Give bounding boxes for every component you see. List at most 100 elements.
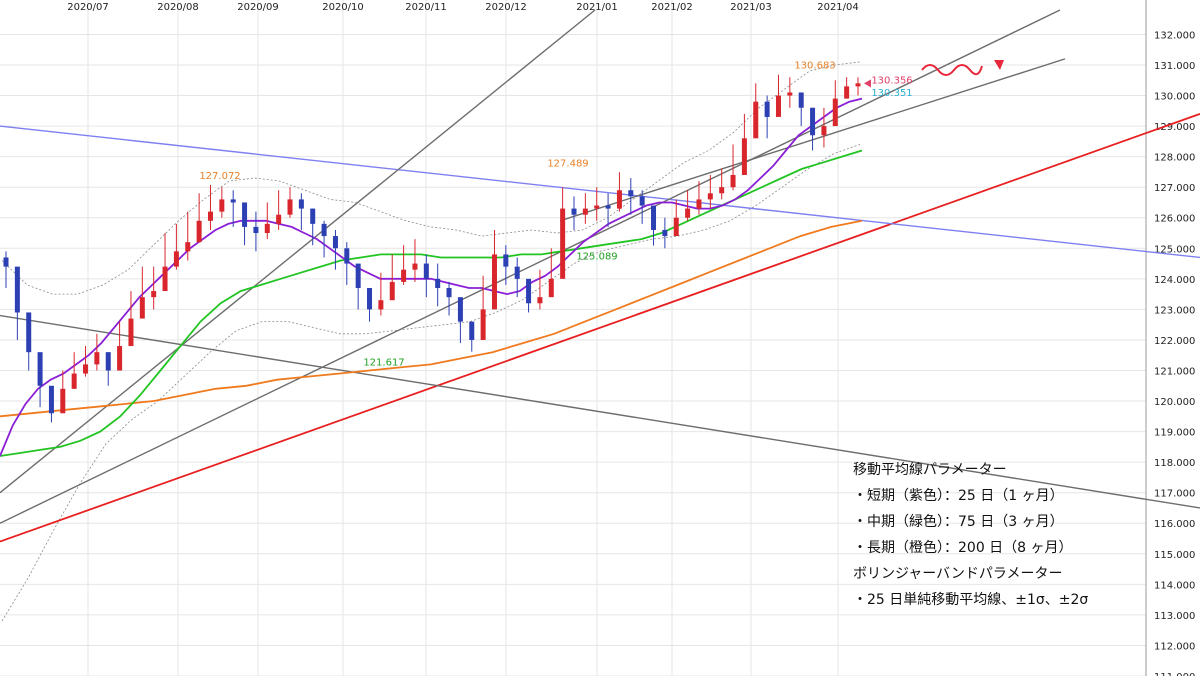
candle-body [457,297,463,322]
y-tick-label: 112.000 [1154,641,1195,652]
sma200-line [0,219,863,418]
legend-bb-heading: ボリンジャーバンドパラメーター [853,566,1063,582]
candle-body [798,92,804,108]
candle-body [48,385,54,414]
y-tick-label: 132.000 [1154,30,1195,41]
candle-body [117,346,123,371]
price-annotation: 130.351 [871,88,912,99]
y-tick-label: 127.000 [1154,183,1195,194]
candle-body [741,138,747,175]
x-tick-label: 2020/09 [237,2,279,13]
price-annotation: 130.356 [871,76,912,87]
candle-body [787,92,793,96]
candle-body [355,263,361,289]
x-tick-label: 2020/12 [485,2,527,13]
candle-body [696,199,702,209]
candle-body [185,242,191,252]
candle-body [230,199,236,203]
candle-body [673,217,679,237]
x-tick-label: 2021/02 [651,2,693,13]
candle-body [287,199,293,215]
candle-body [753,101,759,139]
price-annotation: 127.072 [199,171,240,182]
candle-body [298,199,304,209]
x-tick-label: 2020/10 [322,2,364,13]
candle-body [491,254,497,310]
y-tick-label: 131.000 [1154,61,1195,72]
candle-body [173,251,179,267]
candle-body [469,321,475,340]
candle-body [105,352,111,371]
candle-body [401,269,407,282]
candle-body [37,352,43,386]
candle-body [810,107,816,136]
candle-body [3,257,9,267]
candle-body [832,98,838,127]
forecast-arrowhead [994,60,1004,71]
candle-body [423,263,429,279]
candle-body [707,193,713,200]
legend-ma-short: ・短期（紫色）：25 日（1 ヶ月） [853,488,1064,504]
y-tick-label: 124.000 [1154,275,1195,286]
candle-body [435,278,441,289]
y-tick-label: 120.000 [1154,397,1195,408]
x-tick-label: 2020/08 [157,2,199,13]
candle-body [446,288,452,298]
candle-body [628,190,634,197]
candle-body [605,205,611,209]
candle-body [14,266,20,313]
y-tick-label: 113.000 [1154,611,1195,622]
y-tick-label: 116.000 [1154,519,1195,530]
candle-body [94,352,100,365]
y-tick-label: 123.000 [1154,305,1195,316]
candle-body [719,187,725,194]
candle-body [151,291,157,298]
candle-body [139,297,145,319]
trendline-blue [0,125,1200,259]
y-tick-label: 118.000 [1154,458,1195,469]
candle-body [162,266,168,292]
legend-bb-params: ・25 日単純移動平均線、±1σ、±2σ [853,592,1089,608]
candle-body [60,388,66,414]
legend-ma-long: ・長期（橙色）：200 日（8 ヶ月） [853,540,1073,556]
y-tick-label: 111.000 [1154,672,1195,676]
candle-body [253,226,259,234]
x-tick-label: 2020/11 [405,2,447,13]
candle-body [730,174,736,188]
candle-body [514,266,520,279]
candle-body [571,208,577,215]
candle-body [582,208,588,215]
candle-body [196,220,202,243]
y-tick-label: 125.000 [1154,244,1195,255]
y-tick-label: 117.000 [1154,489,1195,500]
x-tick-label: 2021/01 [576,2,618,13]
x-tick-label: 2020/07 [67,2,109,13]
candle-body [242,202,248,227]
price-annotation: 130.683 [794,61,835,72]
trendline-gray-up-lower [0,9,1061,524]
x-tick-label: 2021/04 [817,2,859,13]
candle-body [310,208,316,224]
candle-body [844,86,850,99]
candle-body [389,281,395,301]
bollinger-lower-band [1,144,861,622]
y-tick-label: 115.000 [1154,550,1195,561]
candle-body [662,229,668,237]
y-tick-label: 119.000 [1154,428,1195,439]
candle-body [207,211,213,221]
forecast-arrow [921,64,983,77]
candle-body [332,236,338,249]
current-price-marker [864,79,871,88]
candle-body [26,312,32,353]
candle-body [480,309,486,340]
candle-body [651,205,657,230]
y-tick-label: 126.000 [1154,214,1195,225]
y-tick-label: 128.000 [1154,153,1195,164]
candle-body [276,214,282,224]
candle-body [264,223,270,234]
candle-body [526,278,532,304]
candle-body [764,101,770,117]
price-annotation: 121.617 [363,358,404,369]
y-tick-label: 122.000 [1154,336,1195,347]
